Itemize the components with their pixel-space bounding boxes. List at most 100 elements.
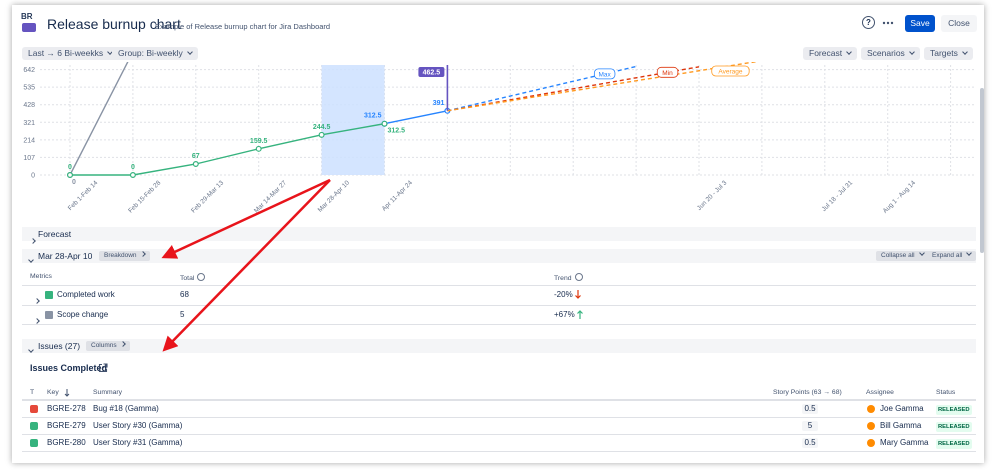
open-link-icon[interactable] [98,363,108,373]
forecast-label: Average [711,65,750,77]
close-button[interactable]: Close [941,15,977,32]
forecast-label-box [711,65,750,77]
column-header: Metrics [30,273,52,280]
data-label: 0 [68,164,72,171]
expand-icon [30,238,36,244]
sort-icon [64,389,70,397]
scrollbar[interactable] [980,88,984,253]
issue-summary: User Story #30 (Gamma) [93,421,183,430]
issues-section[interactable] [22,339,976,353]
data-label: 67 [192,153,200,160]
column-header: Summary [93,389,123,396]
breakdown-button[interactable]: Breakdown [99,251,150,261]
issue-key[interactable]: BGRE-280 [47,438,86,447]
y-tick-label: 535 [23,85,35,92]
forecast-dropdown[interactable]: Forecast [803,47,858,60]
column-header: T [30,389,35,396]
column-header: Story Points (63 → 68) [773,389,842,396]
data-label: 312.5 [388,128,406,135]
breakdown-label: Breakdown [104,252,137,259]
targets-label: Targets [930,48,958,58]
forecast-label: Max [593,68,616,80]
issue-key[interactable]: BGRE-279 [47,421,86,430]
y-tick-label: 0 [31,173,35,180]
story-points: 0.5 [802,438,818,448]
column-header[interactable]: Key [47,389,59,396]
expand-all-button[interactable]: Expand all [927,250,977,261]
data-point [192,161,199,168]
data-label: 244.5 [313,124,331,131]
more-button[interactable] [882,20,894,26]
forecast-name: Min [662,70,673,77]
y-tick-label: 214 [23,137,35,144]
series-line [70,123,385,176]
y-tick-label: 107 [23,155,35,162]
collapse-icon [28,347,34,353]
metric-name: Scope change [57,310,109,319]
data-label: 312.5 [364,113,382,120]
metric-name: Completed work [57,290,115,299]
issues-subtitle: Issues Completed [30,363,108,373]
data-point [381,120,388,127]
data-label: 159.5 [250,138,268,145]
columns-label: Columns [91,342,117,349]
issue-key[interactable]: BGRE-278 [47,404,86,413]
assignee: Mary Gamma [880,438,929,447]
title: Release burnup chart [47,16,181,32]
metric-trend: +67% [554,310,575,319]
marker-value: 462.5 [423,70,441,77]
avatar [867,439,875,447]
subtitle: Example of Release burnup chart for Jira… [155,22,331,31]
columns-button[interactable]: Columns [86,341,130,351]
data-point [318,131,325,138]
avatar [867,422,875,430]
metric-swatch [45,291,53,299]
series-line [69,62,129,176]
data-point [129,172,136,178]
forecast-section-title: Forecast [38,229,72,239]
metric-trend: -20% [554,290,573,299]
bug-icon [30,405,38,413]
x-tick-label: Jul 18 - Jul 31 [821,179,855,213]
assignee: Bill Gamma [880,421,922,430]
collapse-icon [28,257,34,263]
forecast-section[interactable] [22,227,976,241]
forecast-label-box [593,68,616,80]
y-tick-label: 321 [23,120,35,127]
avatar [867,405,875,413]
save-button[interactable]: Save [905,15,935,32]
status-badge: RELEASED [936,405,972,415]
x-tick-label: Feb 29-Mar 13 [190,179,225,214]
scenarios-dropdown[interactable]: Scenarios [861,47,920,60]
group-label: Group: Bi-weekly [118,48,183,58]
metric-swatch [45,311,53,319]
logo: BR [21,12,33,21]
help-button[interactable]: ? [862,16,875,29]
data-label: 391 [433,100,445,107]
range-dropdown[interactable]: Last → 6 Bi-weekks [22,47,119,60]
status-badge: RELEASED [936,422,972,432]
forecast-name: Max [599,71,612,78]
x-tick-label: Mar 28-Apr 10 [317,179,352,214]
period-section[interactable] [22,249,976,263]
issue-summary: Bug #18 (Gamma) [93,404,159,413]
row-expand[interactable] [34,318,40,324]
range-label: Last → 6 Bi-weekks [28,48,104,58]
story-points: 0.5 [802,404,818,414]
metric-total: 5 [180,310,185,319]
data-point [131,49,136,54]
trend-down-icon [575,290,581,299]
data-label: 0 [131,164,135,171]
data-point [255,145,262,152]
assignee: Joe Gamma [880,404,924,413]
expand-all-label: Expand all [932,252,963,259]
targets-dropdown[interactable]: Targets [924,47,973,60]
selected-period [321,65,385,175]
row-expand[interactable] [34,298,40,304]
data-point [67,172,73,178]
collapse-all-button[interactable]: Collapse all [876,250,929,261]
group-dropdown[interactable]: Group: Bi-weekly [112,47,198,60]
story-points: 5 [802,421,818,431]
column-header: Status [936,389,956,396]
